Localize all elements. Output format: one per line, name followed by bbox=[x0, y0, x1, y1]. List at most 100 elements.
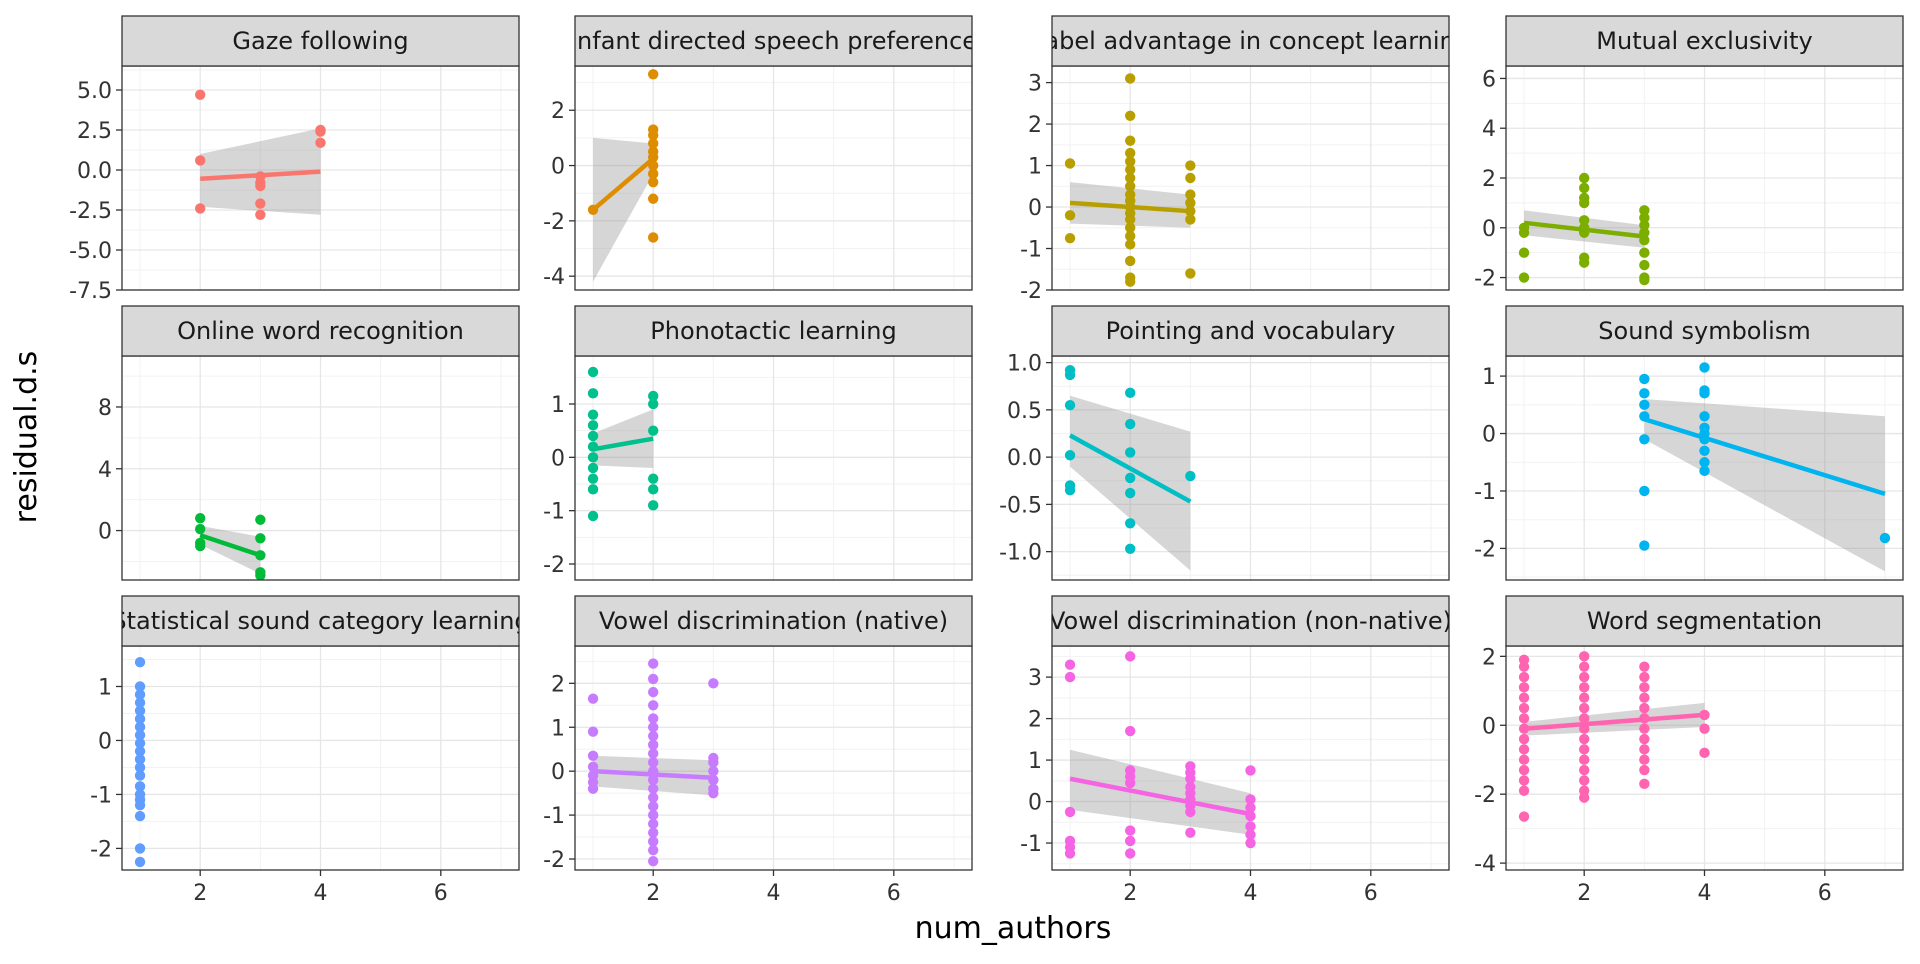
data-point bbox=[1699, 362, 1710, 373]
data-point bbox=[194, 540, 206, 552]
data-point bbox=[587, 409, 599, 420]
regression-line bbox=[199, 533, 262, 558]
data-point bbox=[1639, 778, 1650, 790]
data-point bbox=[647, 232, 659, 243]
data-point bbox=[647, 836, 659, 847]
y-tick-label: 1.0 bbox=[1007, 352, 1042, 377]
y-tick-label: 6 bbox=[1482, 67, 1496, 92]
data-point bbox=[1879, 532, 1891, 544]
data-point bbox=[1639, 388, 1650, 399]
y-tick-label: 2 bbox=[1028, 113, 1042, 138]
data-point bbox=[1245, 802, 1256, 813]
y-tick-label: 0 bbox=[1482, 217, 1496, 242]
data-point bbox=[1578, 692, 1590, 703]
data-point bbox=[1699, 747, 1710, 759]
data-point bbox=[647, 809, 659, 821]
data-point bbox=[1639, 540, 1650, 551]
data-point bbox=[134, 689, 146, 700]
y-tick-label: 1 bbox=[1028, 749, 1042, 774]
data-point bbox=[587, 693, 599, 704]
data-point bbox=[134, 656, 146, 668]
data-point bbox=[1185, 172, 1196, 184]
facet-strip bbox=[1505, 595, 1904, 647]
data-point bbox=[1639, 247, 1650, 258]
data-point bbox=[587, 366, 599, 378]
facet-strip bbox=[1505, 15, 1904, 67]
data-point bbox=[1124, 110, 1136, 121]
data-point bbox=[587, 388, 599, 399]
y-tick-label: 0.5 bbox=[1007, 399, 1042, 424]
y-tick-label: 1 bbox=[98, 675, 112, 700]
confidence-band bbox=[593, 409, 654, 468]
data-point bbox=[1124, 848, 1136, 859]
data-point bbox=[1124, 239, 1136, 250]
data-point bbox=[315, 137, 326, 148]
data-point bbox=[1518, 764, 1530, 776]
facet-title: Vowel discrimination (non-native) bbox=[1049, 607, 1452, 635]
regression-line bbox=[592, 436, 654, 452]
facet-title: Vowel discrimination (native) bbox=[599, 607, 948, 635]
data-point bbox=[1578, 754, 1590, 765]
data-point bbox=[708, 765, 719, 777]
data-point bbox=[134, 770, 146, 781]
data-point bbox=[647, 658, 659, 669]
regression-line bbox=[1643, 417, 1886, 496]
data-point bbox=[587, 430, 599, 442]
x-tick-label: 6 bbox=[887, 881, 901, 906]
data-point bbox=[587, 462, 599, 474]
y-tick-label: 2 bbox=[551, 672, 565, 697]
data-point bbox=[1124, 147, 1136, 159]
data-point bbox=[647, 818, 659, 830]
y-tick-label: -2 bbox=[1020, 279, 1042, 304]
data-point bbox=[647, 757, 659, 768]
data-point bbox=[1699, 411, 1710, 422]
data-point bbox=[1185, 189, 1196, 200]
data-point bbox=[1699, 465, 1710, 477]
facet-strip bbox=[1051, 15, 1450, 67]
y-tick-label: 0 bbox=[551, 760, 565, 785]
data-point bbox=[194, 203, 206, 214]
data-point bbox=[1699, 723, 1710, 734]
x-tick-label: 2 bbox=[646, 881, 660, 906]
y-tick-label: -4 bbox=[543, 265, 565, 290]
data-point bbox=[1245, 794, 1256, 805]
facet-statistical-sound-category-learning: Statistical sound category learning 1 0 -1 -… bbox=[90, 595, 529, 906]
data-point bbox=[1185, 827, 1196, 838]
data-point bbox=[1185, 806, 1196, 818]
facet-gaze-following: Gaze following 5.0 2.5 0.0 -2.5 -5.0 -7.5 bbox=[69, 15, 520, 304]
facet-title: Statistical sound category learning bbox=[111, 607, 529, 635]
data-point bbox=[1064, 659, 1076, 670]
data-point bbox=[1578, 661, 1590, 672]
data-point bbox=[647, 730, 659, 742]
y-tick-label: 2.5 bbox=[77, 119, 112, 144]
facet-title: Pointing and vocabulary bbox=[1106, 317, 1396, 345]
data-point bbox=[647, 425, 659, 436]
y-tick-label: 1 bbox=[1482, 365, 1496, 390]
facet-word-segmentation: Word segmentation 2 0 -2 -4 2 4 6 bbox=[1474, 595, 1904, 906]
data-point bbox=[1124, 543, 1136, 555]
x-tick-label: 6 bbox=[1818, 881, 1832, 906]
data-point bbox=[1124, 181, 1136, 192]
facet-strip bbox=[1051, 305, 1450, 357]
data-point bbox=[587, 484, 599, 495]
data-point bbox=[1185, 160, 1196, 171]
data-point bbox=[1639, 205, 1650, 216]
data-point bbox=[1064, 369, 1076, 381]
data-point bbox=[647, 748, 659, 759]
y-tick-label: -1 bbox=[90, 783, 112, 808]
data-point bbox=[134, 729, 146, 741]
data-point bbox=[134, 737, 146, 749]
data-point bbox=[1699, 388, 1710, 399]
y-tick-label: 0 bbox=[98, 520, 112, 545]
data-point bbox=[134, 746, 146, 757]
data-point bbox=[1064, 158, 1076, 169]
y-tick-label: -7.5 bbox=[69, 279, 112, 304]
data-point bbox=[1578, 651, 1590, 662]
data-point bbox=[1124, 255, 1136, 267]
data-point bbox=[647, 176, 659, 188]
y-tick-label: 5.0 bbox=[77, 79, 112, 104]
data-point bbox=[1518, 272, 1530, 283]
data-point bbox=[134, 810, 146, 822]
data-point bbox=[1639, 274, 1650, 286]
